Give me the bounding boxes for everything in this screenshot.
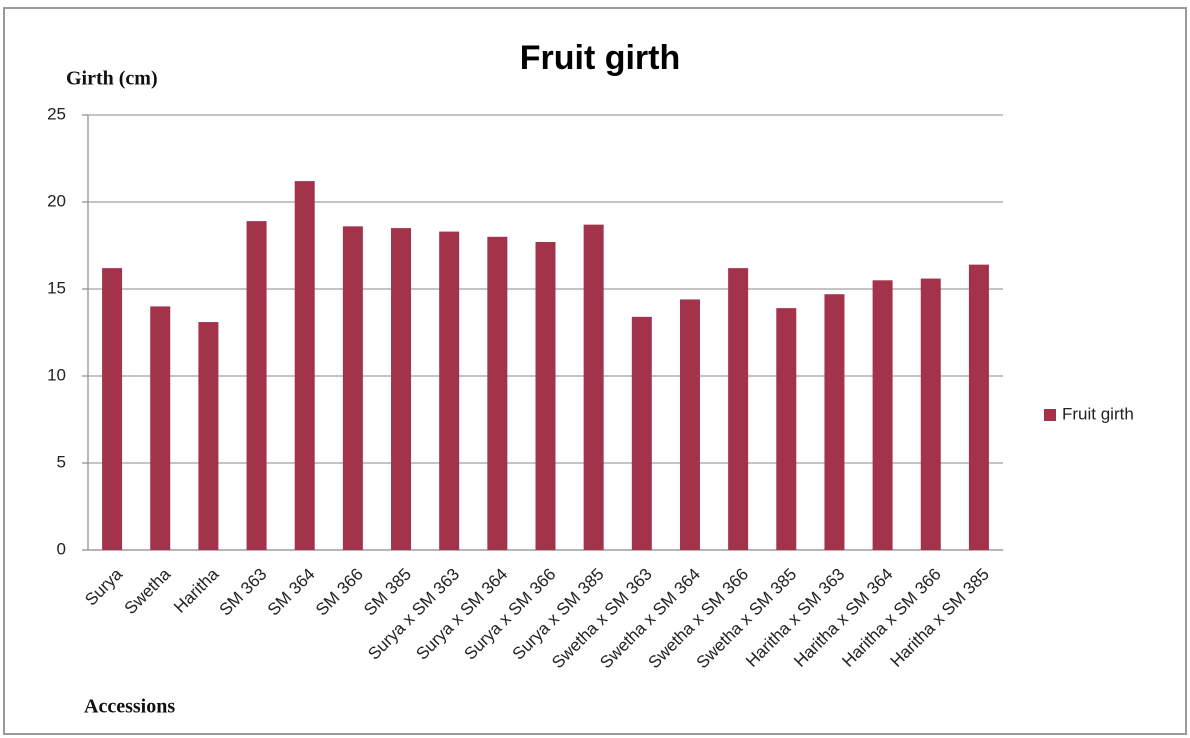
y-tick-label: 10 <box>47 365 66 384</box>
bar <box>535 242 556 550</box>
bar <box>679 299 700 550</box>
y-tick-label: 20 <box>47 191 66 210</box>
bar <box>102 268 123 550</box>
bar <box>968 264 989 550</box>
bar <box>728 268 749 550</box>
x-axis-title: Accessions <box>84 696 175 718</box>
bar <box>439 231 460 550</box>
y-axis-title: Girth (cm) <box>66 68 158 90</box>
legend-swatch <box>1044 409 1056 421</box>
y-tick-label: 0 <box>57 539 66 558</box>
bar <box>920 278 941 550</box>
bar <box>487 236 508 551</box>
bar <box>391 228 412 550</box>
bar <box>294 181 315 550</box>
bar <box>824 294 845 550</box>
bar <box>631 316 652 550</box>
bar <box>198 322 219 550</box>
y-tick-label: 15 <box>47 278 66 297</box>
bar <box>583 224 604 550</box>
bar <box>150 306 171 550</box>
chart-title: Fruit girth <box>520 39 681 77</box>
y-tick-label: 25 <box>47 104 66 123</box>
bar <box>342 226 363 551</box>
bar <box>872 280 893 550</box>
bar <box>776 308 797 550</box>
y-tick-label: 5 <box>57 452 66 471</box>
bar <box>246 221 267 550</box>
legend-label: Fruit girth <box>1062 404 1134 423</box>
